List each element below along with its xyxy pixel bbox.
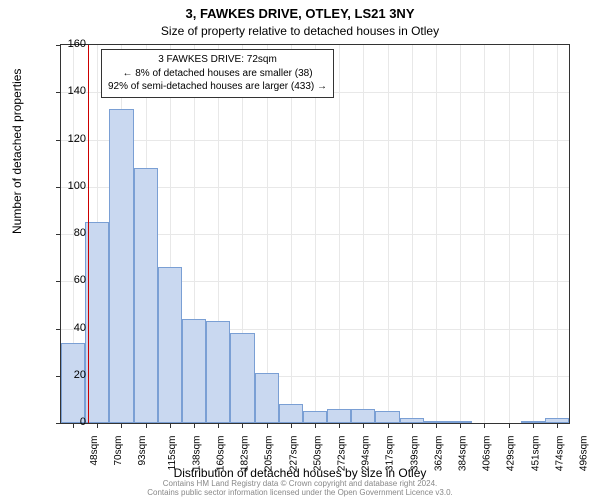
histogram-bar (255, 373, 279, 423)
x-tick-mark (388, 423, 389, 428)
marker-line (88, 45, 90, 423)
y-tick-label: 100 (56, 180, 86, 192)
x-tick-label: 384sqm (458, 436, 469, 472)
y-tick-label: 0 (56, 416, 86, 428)
gridline-v (509, 45, 510, 423)
footer-line1: Contains HM Land Registry data © Crown c… (0, 479, 600, 489)
gridline-v (339, 45, 340, 423)
histogram-bar (351, 409, 375, 423)
histogram-bar (109, 109, 133, 423)
chart-title: 3, FAWKES DRIVE, OTLEY, LS21 3NY (0, 0, 600, 23)
info-line: ← 8% of detached houses are smaller (38) (108, 67, 327, 81)
gridline-v (484, 45, 485, 423)
plot-area: 3 FAWKES DRIVE: 72sqm← 8% of detached ho… (60, 44, 570, 424)
x-tick-label: 474sqm (554, 436, 565, 472)
x-tick-label: 339sqm (409, 436, 420, 472)
gridline-v (363, 45, 364, 423)
histogram-bar (206, 321, 230, 423)
histogram-bar (158, 267, 182, 423)
footer-line2: Contains public sector information licen… (0, 488, 600, 498)
x-tick-label: 362sqm (433, 436, 444, 472)
x-tick-label: 93sqm (137, 436, 148, 466)
info-line: 92% of semi-detached houses are larger (… (108, 80, 327, 94)
x-tick-mark (509, 423, 510, 428)
y-tick-label: 40 (56, 322, 86, 334)
chart-subtitle: Size of property relative to detached ho… (0, 23, 600, 38)
histogram-bar (230, 333, 254, 423)
gridline-v (267, 45, 268, 423)
histogram-bar (327, 409, 351, 423)
gridline-v (436, 45, 437, 423)
x-tick-label: 48sqm (89, 436, 100, 466)
x-tick-label: 227sqm (288, 436, 299, 472)
x-tick-mark (363, 423, 364, 428)
x-tick-label: 70sqm (113, 436, 124, 466)
x-tick-mark (218, 423, 219, 428)
histogram-bar (545, 418, 569, 423)
x-tick-label: 294sqm (361, 436, 372, 472)
x-tick-mark (97, 423, 98, 428)
x-tick-label: 160sqm (216, 436, 227, 472)
histogram-bar (279, 404, 303, 423)
x-tick-label: 272sqm (337, 436, 348, 472)
gridline-v (291, 45, 292, 423)
gridline-v (533, 45, 534, 423)
y-tick-label: 20 (56, 369, 86, 381)
histogram-bar (521, 421, 545, 423)
chart-container: 3, FAWKES DRIVE, OTLEY, LS21 3NY Size of… (0, 0, 600, 500)
x-tick-mark (533, 423, 534, 428)
x-tick-label: 138sqm (191, 436, 202, 472)
histogram-bar (303, 411, 327, 423)
x-tick-mark (315, 423, 316, 428)
x-tick-mark (242, 423, 243, 428)
x-tick-label: 182sqm (240, 436, 251, 472)
x-tick-mark (557, 423, 558, 428)
y-tick-label: 80 (56, 227, 86, 239)
gridline-v (388, 45, 389, 423)
x-tick-mark (339, 423, 340, 428)
x-tick-mark (436, 423, 437, 428)
gridline-v (315, 45, 316, 423)
x-tick-mark (291, 423, 292, 428)
x-tick-mark (121, 423, 122, 428)
x-tick-label: 429sqm (506, 436, 517, 472)
x-tick-mark (460, 423, 461, 428)
gridline-v (412, 45, 413, 423)
x-tick-label: 250sqm (312, 436, 323, 472)
histogram-bar (134, 168, 158, 423)
y-tick-label: 60 (56, 274, 86, 286)
info-line: 3 FAWKES DRIVE: 72sqm (108, 53, 327, 67)
x-tick-mark (146, 423, 147, 428)
x-tick-mark (170, 423, 171, 428)
x-tick-label: 496sqm (578, 436, 589, 472)
histogram-bar (375, 411, 399, 423)
y-tick-label: 120 (56, 133, 86, 145)
histogram-bar (400, 418, 424, 423)
histogram-bar (448, 421, 472, 423)
x-tick-label: 115sqm (167, 436, 178, 471)
x-tick-label: 317sqm (385, 436, 396, 472)
y-tick-label: 140 (56, 85, 86, 97)
x-tick-label: 451sqm (530, 436, 541, 472)
gridline-v (460, 45, 461, 423)
footer-attribution: Contains HM Land Registry data © Crown c… (0, 479, 600, 498)
histogram-bar (182, 319, 206, 423)
histogram-bar (424, 421, 448, 423)
x-tick-mark (412, 423, 413, 428)
gridline-v (557, 45, 558, 423)
info-box: 3 FAWKES DRIVE: 72sqm← 8% of detached ho… (101, 49, 334, 98)
x-tick-label: 205sqm (264, 436, 275, 472)
histogram-bar (61, 343, 85, 423)
x-tick-mark (484, 423, 485, 428)
x-tick-mark (267, 423, 268, 428)
x-tick-mark (194, 423, 195, 428)
x-tick-label: 406sqm (482, 436, 493, 472)
y-axis-label: Number of detached properties (10, 69, 24, 234)
y-tick-label: 160 (56, 38, 86, 50)
